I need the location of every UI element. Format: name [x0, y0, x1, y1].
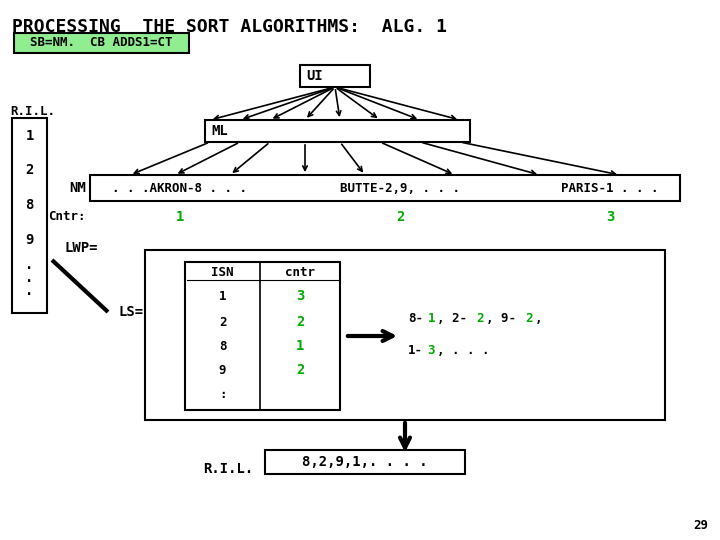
Text: 2: 2 — [525, 312, 532, 325]
Text: NM: NM — [69, 181, 86, 195]
Bar — [185, 262, 340, 410]
Text: 1: 1 — [296, 339, 304, 353]
Bar — [12, 118, 47, 313]
Bar — [145, 250, 665, 420]
Text: 3: 3 — [428, 343, 435, 356]
Text: ML: ML — [211, 124, 228, 138]
Text: 3: 3 — [296, 289, 304, 303]
Text: 3: 3 — [606, 210, 614, 224]
Text: cntr: cntr — [285, 266, 315, 279]
Text: :: : — [219, 388, 226, 401]
Text: ,: , — [535, 312, 542, 325]
Text: 2: 2 — [396, 210, 404, 224]
Text: 2: 2 — [219, 315, 226, 328]
Text: , 2-: , 2- — [437, 312, 467, 325]
Text: 9: 9 — [219, 363, 226, 376]
Text: . . .AKRON-8 . . .: . . .AKRON-8 . . . — [112, 181, 248, 194]
Text: BUTTE-2,9, . . .: BUTTE-2,9, . . . — [340, 181, 460, 194]
Text: , 9-: , 9- — [486, 312, 516, 325]
Text: LS=: LS= — [118, 305, 143, 319]
Text: SB=NM.  CB ADDS1=CT: SB=NM. CB ADDS1=CT — [30, 37, 173, 50]
Text: , . . .: , . . . — [437, 343, 490, 356]
Text: 1: 1 — [219, 289, 226, 302]
Text: LWP=: LWP= — [65, 241, 99, 255]
Text: R.I.L.: R.I.L. — [10, 105, 55, 118]
Text: 1-: 1- — [408, 343, 423, 356]
Text: 2: 2 — [25, 163, 34, 177]
Text: ISN: ISN — [211, 266, 234, 279]
Text: 8,2,9,1,. . . .: 8,2,9,1,. . . . — [302, 455, 428, 469]
Text: .: . — [25, 284, 34, 298]
Text: 1: 1 — [428, 312, 435, 325]
Text: 2: 2 — [296, 363, 304, 377]
Bar — [265, 450, 465, 474]
Text: 8: 8 — [25, 198, 34, 212]
Bar — [14, 33, 189, 53]
Text: .: . — [25, 271, 34, 285]
Bar — [90, 175, 680, 201]
Text: UI: UI — [306, 69, 323, 83]
Bar — [300, 65, 370, 87]
Text: 2: 2 — [296, 315, 304, 329]
Text: 1: 1 — [25, 129, 34, 143]
Text: 2: 2 — [476, 312, 484, 325]
Text: PARIS-1 . . .: PARIS-1 . . . — [562, 181, 659, 194]
Text: 8: 8 — [219, 340, 226, 353]
Text: 9: 9 — [25, 233, 34, 247]
Bar — [205, 120, 470, 142]
Text: R.I.L.: R.I.L. — [203, 462, 253, 476]
Text: .: . — [25, 258, 34, 272]
Text: 8-: 8- — [408, 312, 423, 325]
Text: 1: 1 — [176, 210, 184, 224]
Text: Cntr:: Cntr: — [48, 211, 86, 224]
Text: 29: 29 — [693, 519, 708, 532]
Text: PROCESSING  THE SORT ALGORITHMS:  ALG. 1: PROCESSING THE SORT ALGORITHMS: ALG. 1 — [12, 18, 447, 36]
